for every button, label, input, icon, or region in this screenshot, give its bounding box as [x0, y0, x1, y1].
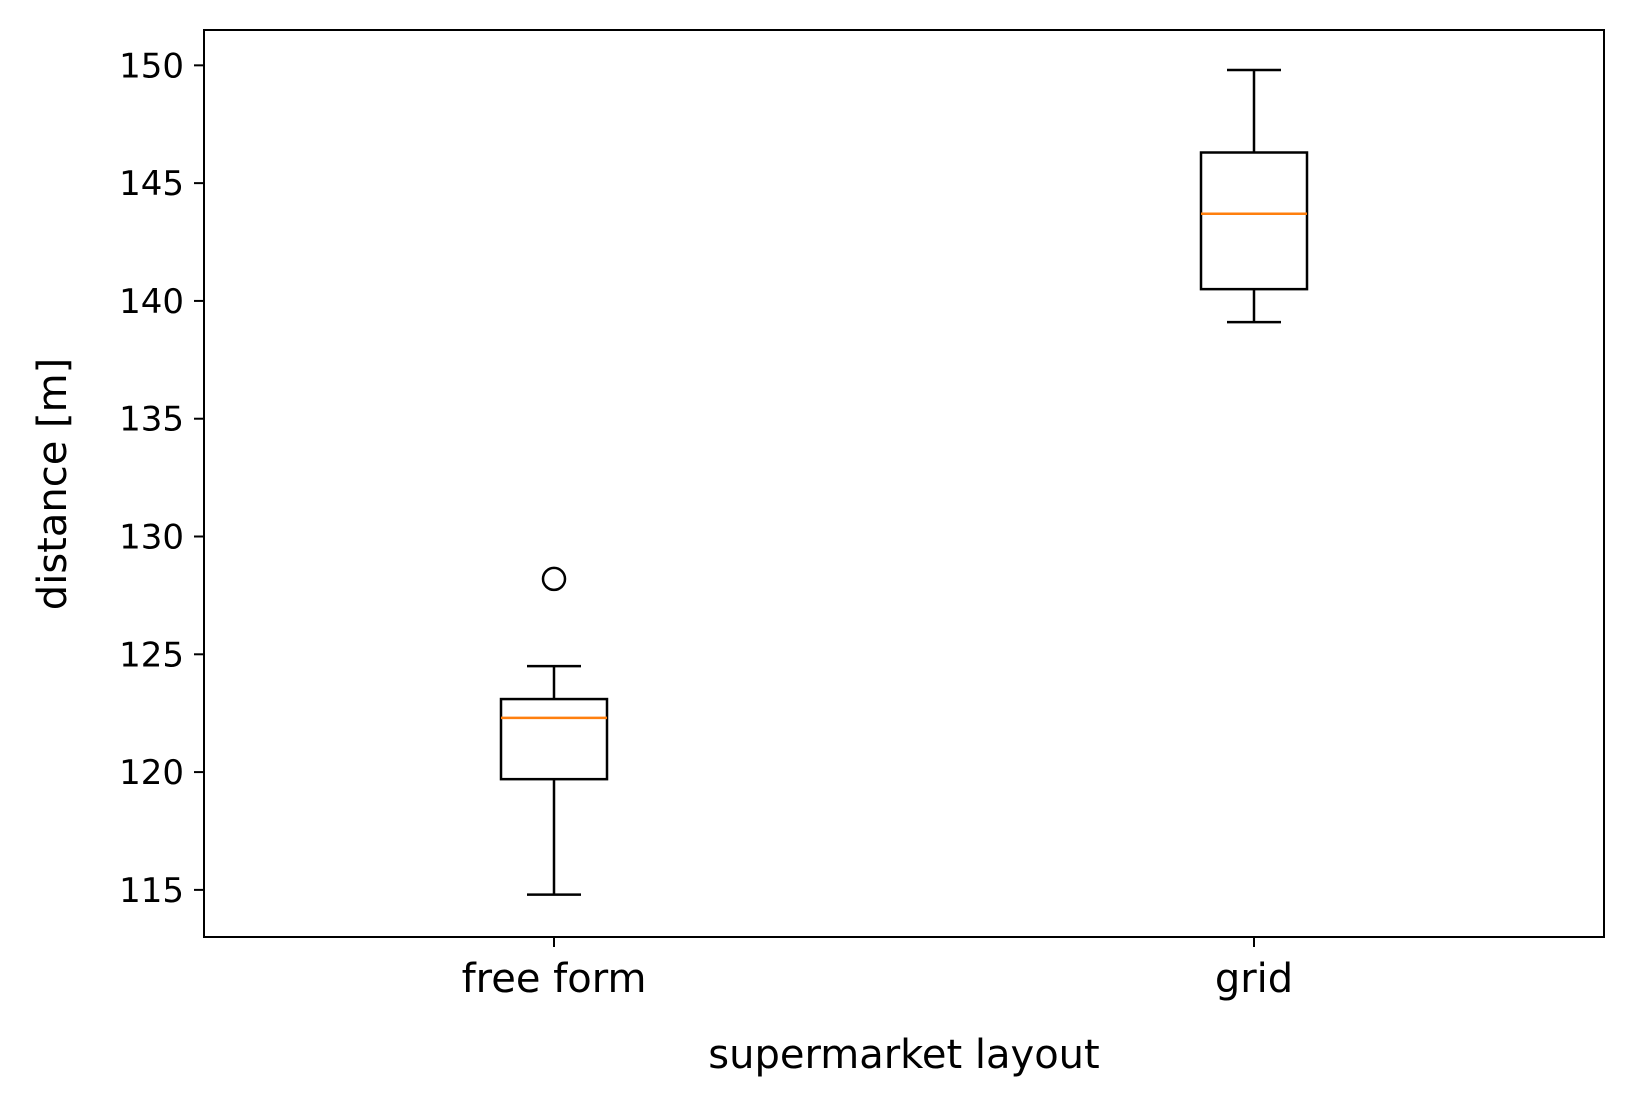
y-tick-label: 125 [119, 635, 184, 675]
box-series [499, 68, 1309, 896]
x-tick-label: grid [1215, 956, 1293, 1002]
y-axis: 115 120 125 130 135 140 145 150 [119, 46, 204, 911]
y-tick-label: 120 [119, 753, 184, 793]
x-tick-label: free form [462, 956, 647, 1002]
y-tick-label: 135 [119, 400, 184, 440]
plot-area [203, 29, 1605, 938]
y-tick-label: 130 [119, 518, 184, 558]
y-axis-title: distance [m] [30, 358, 76, 610]
x-axis-title: supermarket layout [708, 1032, 1099, 1078]
x-axis: free form grid [462, 937, 1293, 1002]
outlier-point [541, 566, 567, 592]
y-tick-label: 115 [119, 871, 184, 911]
y-tick-label: 140 [119, 282, 184, 322]
box [1199, 151, 1309, 291]
box [499, 697, 609, 781]
y-tick-label: 145 [119, 164, 184, 204]
y-tick-label: 150 [119, 46, 184, 86]
